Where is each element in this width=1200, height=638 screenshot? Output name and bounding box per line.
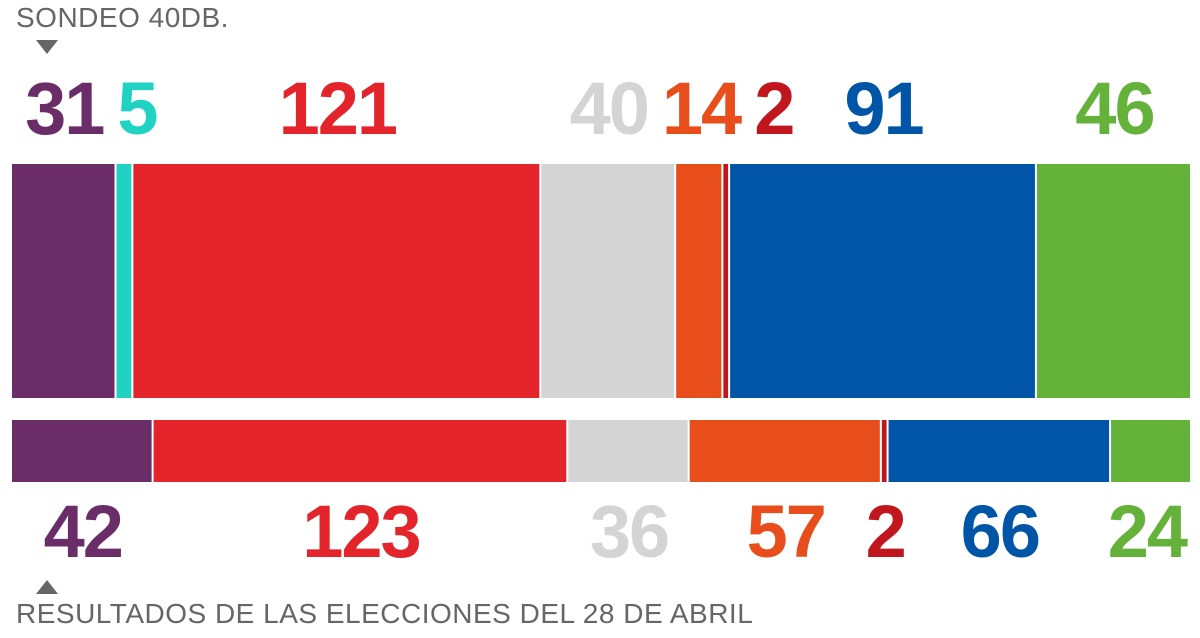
bottom-bar-segment-5 [888,420,1110,482]
bottom-bar-group [12,420,1190,482]
top-value-label-3: 40 [570,67,648,150]
top-value-label-6: 91 [844,67,923,150]
top-bar-group [12,164,1190,398]
top-value-label-1: 5 [117,67,157,150]
top-bar-segment-7 [1036,164,1190,398]
top-bar-segment-2 [133,164,540,398]
top-triangle-icon [36,40,58,54]
top-bar-segment-6 [730,164,1035,398]
top-bar-segment-0 [12,164,115,398]
bottom-value-label-1: 123 [302,490,419,573]
top-labels-group: 31 5 121 40 14 2 91 46 [25,67,1156,150]
bottom-value-label-2: 36 [590,490,668,573]
top-bar-segment-4 [676,164,722,398]
top-bar-segment-3 [541,164,675,398]
bottom-caption: RESULTADOS DE LAS ELECCIONES DEL 28 DE A… [16,598,754,629]
bottom-value-label-5: 66 [961,490,1039,573]
bottom-bar-segment-4 [881,420,887,482]
bottom-value-label-6: 24 [1108,490,1188,573]
bottom-triangle-icon [36,580,58,594]
bottom-value-label-4: 2 [866,490,905,573]
top-value-label-2: 121 [279,67,397,150]
bottom-bar-segment-3 [689,420,880,482]
bottom-bar-segment-6 [1111,420,1190,482]
top-value-label-7: 46 [1075,67,1153,150]
top-bar-segment-1 [116,164,132,398]
bottom-bar-segment-0 [12,420,152,482]
bottom-bar-segment-1 [153,420,567,482]
top-value-label-0: 31 [25,67,104,150]
top-caption: SONDEO 40DB. [16,2,229,33]
bottom-bar-segment-2 [568,420,688,482]
top-value-label-4: 14 [662,67,742,150]
bottom-value-label-3: 57 [747,490,825,573]
bottom-value-label-0: 42 [44,490,122,573]
top-value-label-5: 2 [754,67,793,150]
bottom-labels-group: 42 123 36 57 2 66 24 [44,490,1190,573]
top-bar-segment-5 [723,164,729,398]
